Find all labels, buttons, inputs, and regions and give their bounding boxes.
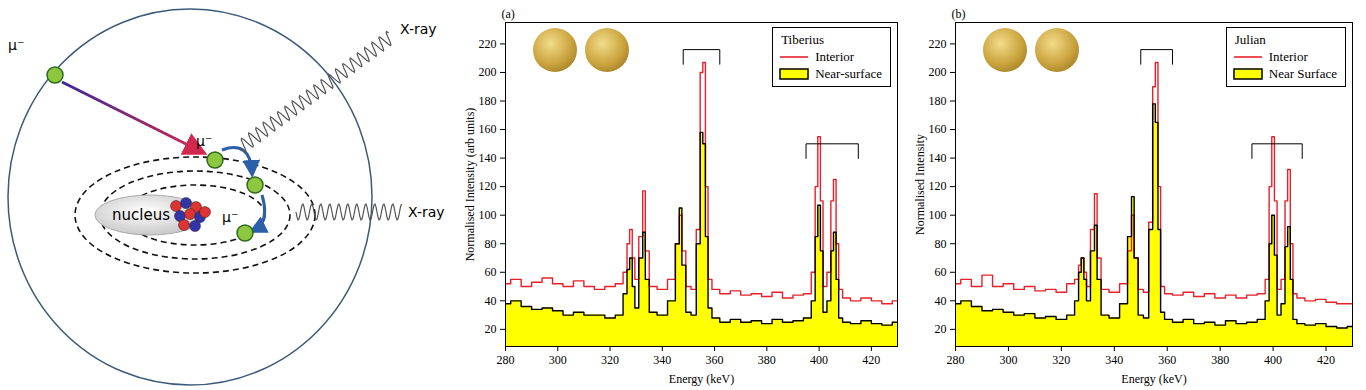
svg-text:140: 140 <box>929 151 947 165</box>
svg-text:320: 320 <box>601 353 619 367</box>
svg-text:200: 200 <box>479 65 497 79</box>
svg-text:40: 40 <box>935 294 947 308</box>
svg-text:160: 160 <box>479 122 497 136</box>
svg-text:μ⁻: μ⁻ <box>196 133 212 149</box>
svg-text:100: 100 <box>479 208 497 222</box>
svg-text:420: 420 <box>1317 353 1335 367</box>
svg-text:100: 100 <box>929 208 947 222</box>
html-text:Interior: Interior <box>1268 49 1308 64</box>
svg-text:Normalised Intensity (arb unit: Normalised Intensity (arb units) <box>463 108 477 262</box>
html-text:Near-surface: Near-surface <box>815 66 882 81</box>
svg-text:80: 80 <box>935 237 947 251</box>
svg-text:380: 380 <box>1211 353 1229 367</box>
svg-text:120: 120 <box>479 179 497 193</box>
svg-text:400: 400 <box>1264 353 1282 367</box>
svg-text:120: 120 <box>929 179 947 193</box>
svg-text:60: 60 <box>485 265 497 279</box>
svg-text:60: 60 <box>935 265 947 279</box>
svg-text:220: 220 <box>929 37 947 51</box>
svg-text:160: 160 <box>929 122 947 136</box>
svg-text:200: 200 <box>929 65 947 79</box>
svg-text:X-ray: X-ray <box>408 204 445 220</box>
svg-text:340: 340 <box>1105 353 1123 367</box>
svg-text:X-ray: X-ray <box>400 21 437 37</box>
svg-text:180: 180 <box>929 94 947 108</box>
svg-text:80: 80 <box>485 237 497 251</box>
html-text:Near Surface: Near Surface <box>1268 66 1337 81</box>
svg-text:180: 180 <box>479 94 497 108</box>
svg-text:280: 280 <box>947 353 965 367</box>
svg-text:140: 140 <box>479 151 497 165</box>
svg-text:Energy (keV): Energy (keV) <box>669 372 734 386</box>
svg-text:μ⁻: μ⁻ <box>222 209 238 225</box>
svg-text:μ⁻: μ⁻ <box>8 37 24 53</box>
html-text:Tiberius: Tiberius <box>781 32 824 47</box>
svg-text:380: 380 <box>758 353 776 367</box>
html-text:Julian: Julian <box>1234 32 1266 47</box>
svg-text:20: 20 <box>485 322 497 336</box>
svg-text:20: 20 <box>935 322 947 336</box>
svg-text:280: 280 <box>497 353 515 367</box>
svg-text:Energy (keV): Energy (keV) <box>1121 372 1186 386</box>
svg-text:400: 400 <box>810 353 828 367</box>
svg-text:340: 340 <box>653 353 671 367</box>
svg-text:300: 300 <box>999 353 1017 367</box>
svg-text:(a): (a) <box>502 7 515 21</box>
svg-text:360: 360 <box>1158 353 1176 367</box>
html-text:Interior: Interior <box>815 49 855 64</box>
svg-text:300: 300 <box>549 353 567 367</box>
svg-text:420: 420 <box>862 353 880 367</box>
svg-text:(b): (b) <box>952 7 966 21</box>
svg-text:320: 320 <box>1052 353 1070 367</box>
svg-text:Normalised Intensity: Normalised Intensity <box>913 134 927 235</box>
svg-text:40: 40 <box>485 294 497 308</box>
svg-text:nucleus: nucleus <box>112 206 170 224</box>
svg-text:360: 360 <box>706 353 724 367</box>
svg-text:220: 220 <box>479 37 497 51</box>
